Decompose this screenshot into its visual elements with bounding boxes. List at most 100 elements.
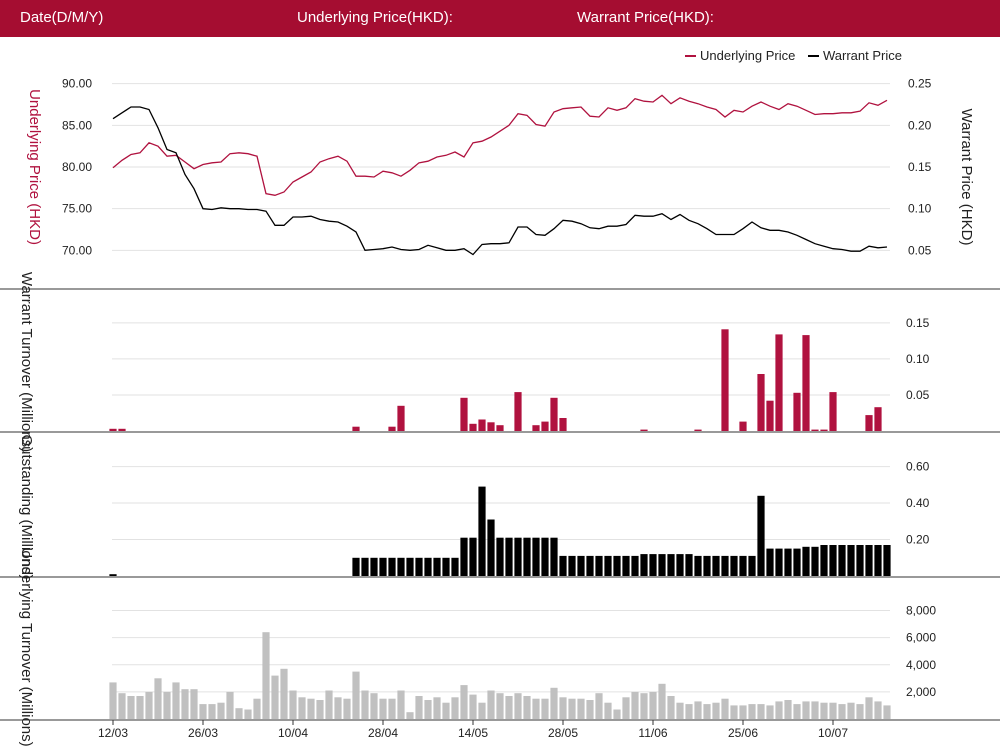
bar [685,554,693,576]
chart-area: 70.00 75.00 80.00 85.00 90.00 0.05 0.10 0.15 0.2… [0,48,1000,747]
y-right-tick: 0.25 [908,77,932,91]
bar [631,691,639,719]
bar [550,687,558,719]
bar [685,704,693,719]
bar [874,407,882,431]
bar [433,557,441,576]
bar [658,554,666,576]
bar [766,548,774,576]
bar [145,691,153,719]
x-tick-label: 14/05 [458,726,488,740]
bar [640,429,648,431]
bar [496,537,504,576]
bar [559,555,567,576]
bar [784,548,792,576]
bar [748,555,756,576]
bar [406,712,414,719]
bar [514,693,522,719]
bar [793,704,801,719]
bar-y-tick: 0.10 [906,352,930,366]
bar [460,537,468,576]
bar [469,694,477,719]
bar [802,701,810,719]
bar [532,698,540,719]
bar [118,428,126,431]
bar [532,425,540,431]
legend: Underlying Price Warrant Price [685,48,902,63]
bar [649,691,657,719]
bar [847,545,855,576]
bar-y-tick: 0.40 [906,496,930,510]
x-tick-label: 28/05 [548,726,578,740]
bar [865,545,873,576]
y-right-axis-label: Warrant Price (HKD) [958,109,975,246]
bar [802,546,810,576]
bar-axis-label: Outstanding (Millions) [18,434,35,579]
bar [109,428,117,431]
bar [811,701,819,719]
bar [289,690,297,719]
bar [109,574,117,576]
bar [811,429,819,431]
bar [478,486,486,576]
bar [514,392,522,431]
bar [496,693,504,719]
bar [667,554,675,576]
bar [496,425,504,431]
y-right-tick: 0.05 [908,243,932,257]
legend-warrant: Warrant Price [823,48,902,63]
bar [595,693,603,719]
bar [856,704,864,719]
bar [541,537,549,576]
y-left-tick: 80.00 [62,160,92,174]
bar [568,698,576,719]
bar [883,545,891,576]
bar [469,537,477,576]
bar [397,557,405,576]
y-left-tick: 85.00 [62,118,92,132]
header-bar: Date(D/M/Y) Underlying Price(HKD): Warra… [0,0,1000,37]
bar [181,689,189,719]
bar [694,555,702,576]
bar [379,557,387,576]
bar [523,696,531,719]
bar [676,554,684,576]
x-tick-label: 28/04 [368,726,398,740]
bar [217,702,225,719]
bar [514,537,522,576]
y-left-tick: 70.00 [62,243,92,257]
bar [730,705,738,719]
bar [604,555,612,576]
bar [487,690,495,719]
bar [694,701,702,719]
bar [820,545,828,576]
bar [433,697,441,719]
bar [136,696,144,719]
bar [388,426,396,431]
bar [721,329,729,431]
bar [388,557,396,576]
bar [253,698,261,719]
bar [307,698,315,719]
bar [838,545,846,576]
bar [523,537,531,576]
bar [334,697,342,719]
bar [352,426,360,431]
bar [415,557,423,576]
bar [856,545,864,576]
bar [784,700,792,719]
bar [667,696,675,719]
bar [766,705,774,719]
bar [487,519,495,576]
bar [802,335,810,431]
bar [829,702,837,719]
bar [352,671,360,719]
bar [820,429,828,431]
bar [370,693,378,719]
bar [820,702,828,719]
bar [640,693,648,719]
bar [793,392,801,431]
bar [397,690,405,719]
underlying-price-label: Underlying Price(HKD): [297,9,453,26]
bar [442,557,450,576]
